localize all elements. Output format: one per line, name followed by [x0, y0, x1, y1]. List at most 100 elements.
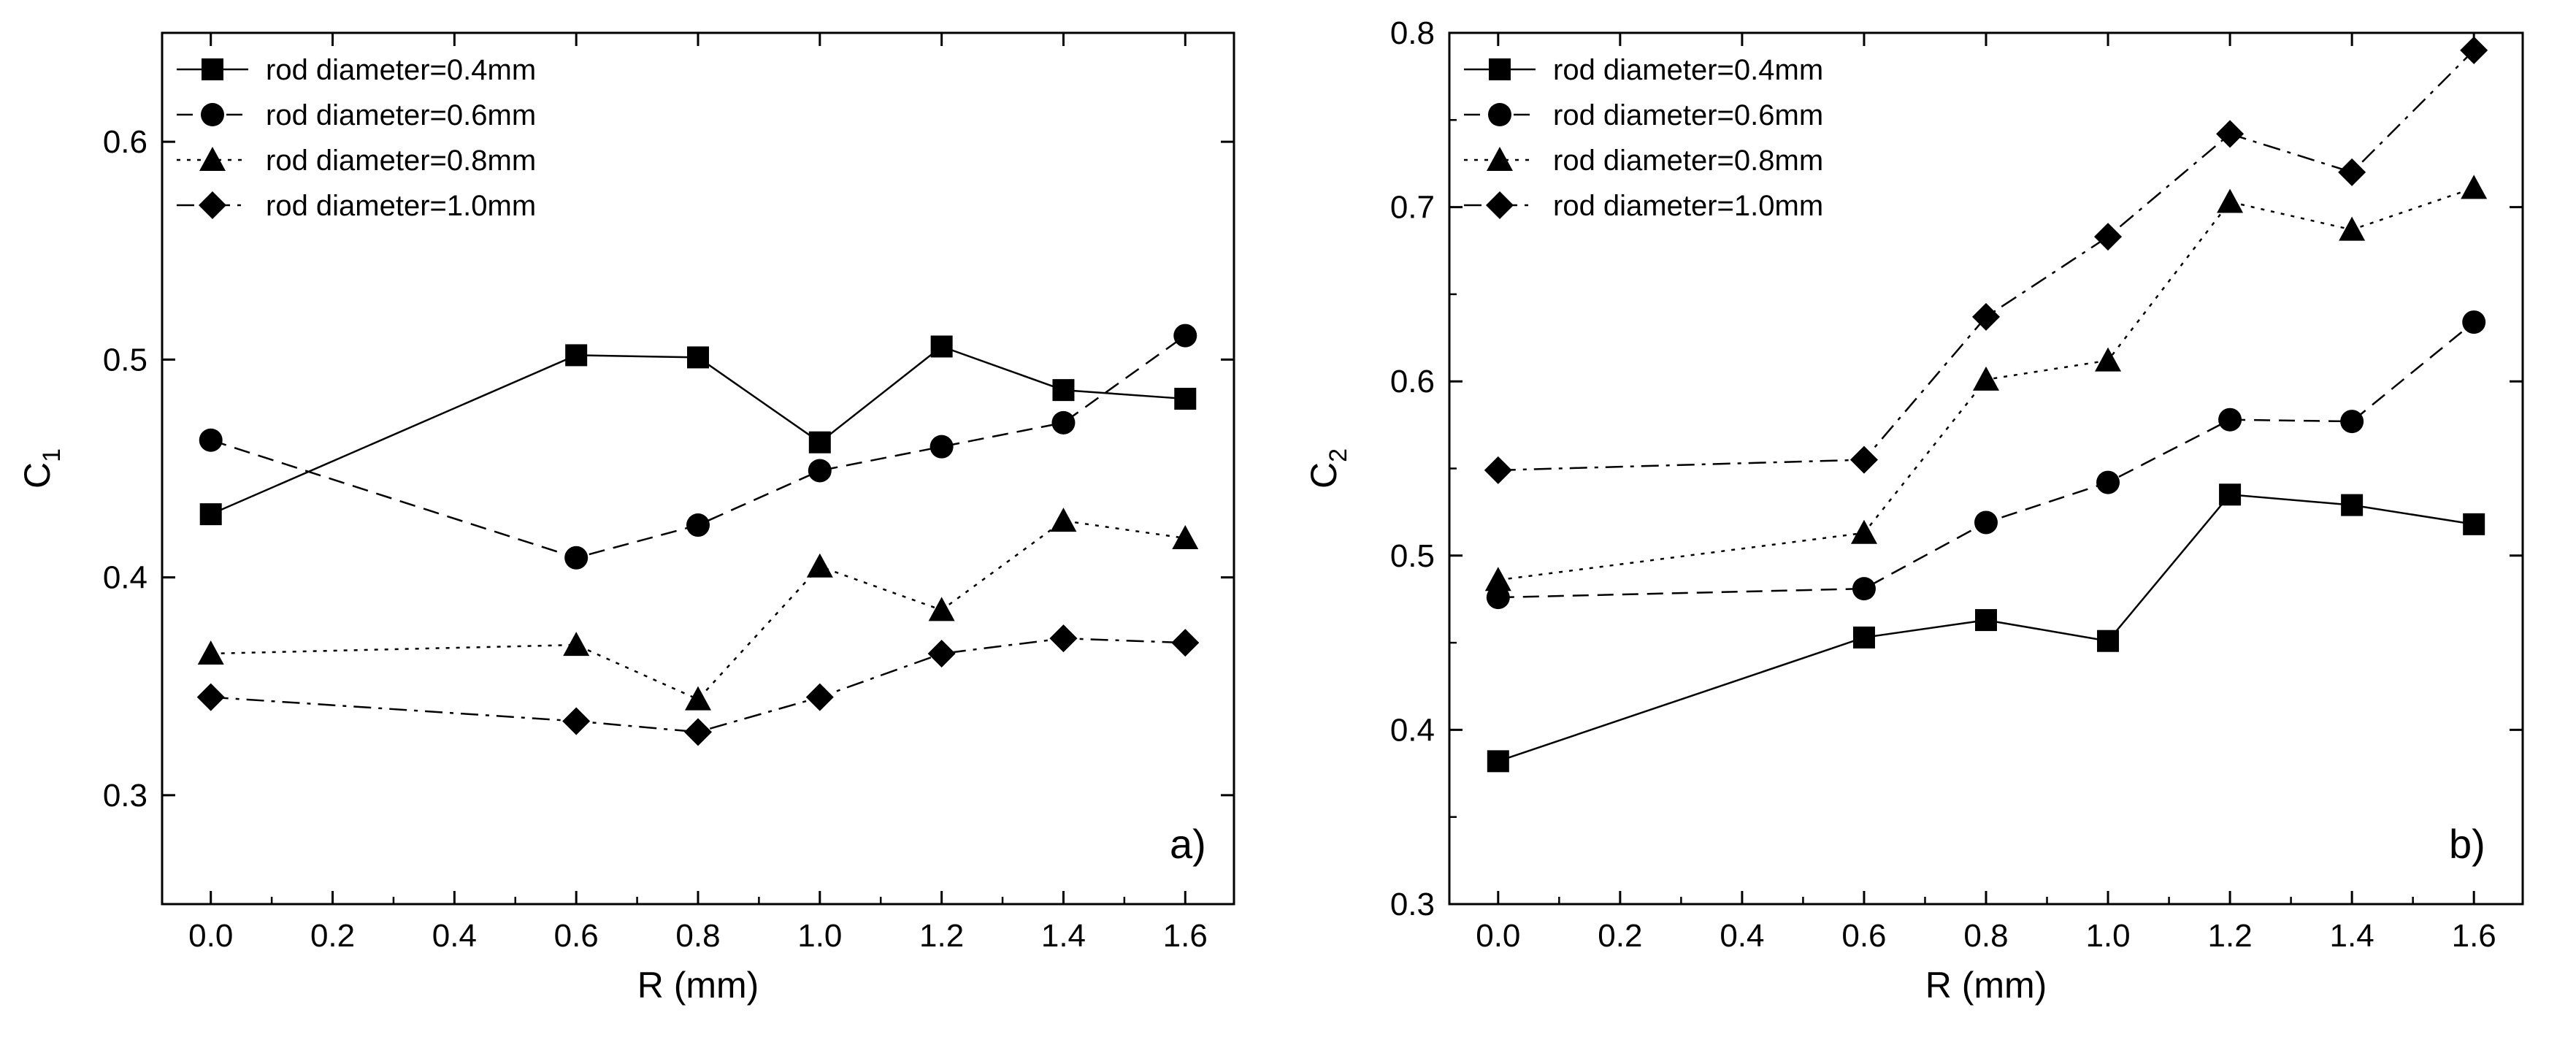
- chart-panel-a: 0.0 0.2 0.4 0.6 0.8 1.0 1.2 1.4 1.6 0.3 0.4 0.5 0.6 R…: [17, 31, 1235, 1006]
- data-point-circle: [199, 428, 223, 452]
- x-tick-label: 0.8: [675, 918, 720, 954]
- data-point-triangle: [2095, 347, 2122, 372]
- x-tick-label: 1.6: [2452, 918, 2496, 954]
- data-point-square: [1052, 379, 1075, 402]
- data-point-diamond: [1049, 624, 1078, 653]
- data-point-diamond: [1484, 456, 1512, 484]
- data-point-square: [1487, 750, 1509, 773]
- legend-label: rod diameter=0.4mm: [266, 54, 536, 86]
- data-point-diamond: [2338, 158, 2366, 186]
- data-point-square: [2463, 513, 2485, 535]
- data-point-diamond: [927, 640, 956, 668]
- legend-label: rod diameter=1.0mm: [1553, 190, 1823, 222]
- series-line: [210, 519, 1186, 701]
- data-point-circle: [2218, 408, 2242, 432]
- legend-marker-square: [202, 58, 223, 80]
- x-tick-label: 0.0: [1476, 918, 1520, 954]
- series-square: [1487, 483, 2485, 773]
- series-diamond: [196, 624, 1200, 746]
- data-point-circle: [1051, 410, 1076, 435]
- data-point-diamond: [2460, 36, 2488, 64]
- x-tick-label: 0.8: [1963, 918, 2008, 954]
- data-point-circle: [808, 459, 832, 483]
- data-point-diamond: [1171, 629, 1200, 657]
- x-tick-label: 0.2: [1598, 918, 1642, 954]
- series-line: [210, 345, 1186, 516]
- x-tick-label: 0.0: [188, 918, 233, 954]
- data-point-diamond: [2094, 223, 2123, 251]
- y-tick-label: 0.6: [1390, 364, 1435, 399]
- data-point-square: [808, 431, 831, 454]
- panel-label: a): [1170, 821, 1206, 867]
- y-axis-title-subscript: 2: [1325, 448, 1352, 462]
- data-point-triangle: [197, 640, 224, 665]
- data-point-square: [2097, 630, 2120, 652]
- x-tick-label: 0.2: [310, 918, 355, 954]
- y-tick-label: 0.7: [1390, 190, 1435, 226]
- y-tick-label: 0.8: [1390, 15, 1435, 51]
- x-axis-title: R (mm): [1925, 965, 2047, 1006]
- x-tick-label: 1.4: [1041, 918, 1086, 954]
- y-axis-title: C2: [1303, 448, 1352, 489]
- legend-label: rod diameter=0.6mm: [1553, 99, 1823, 131]
- x-tick-label: 0.6: [1841, 918, 1886, 954]
- legend-label: rod diameter=0.6mm: [266, 99, 536, 131]
- data-point-circle: [564, 546, 589, 570]
- legend-marker-triangle: [199, 147, 226, 171]
- x-tick-label: 0.4: [432, 918, 477, 954]
- data-point-square: [1975, 609, 1997, 632]
- x-axis-title: R (mm): [637, 965, 759, 1006]
- data-point-circle: [1974, 510, 1998, 535]
- legend-label: rod diameter=0.4mm: [1553, 54, 1823, 86]
- y-tick-label: 0.4: [1390, 712, 1435, 748]
- legend-marker-diamond: [199, 191, 226, 219]
- data-point-triangle: [1172, 524, 1199, 549]
- data-point-circle: [2096, 470, 2120, 494]
- data-point-circle: [686, 513, 710, 537]
- legend-label: rod diameter=1.0mm: [266, 190, 536, 222]
- data-point-circle: [2462, 310, 2486, 334]
- x-tick-label: 1.2: [919, 918, 964, 954]
- data-point-diamond: [196, 683, 225, 711]
- legend-marker-diamond: [1486, 191, 1514, 219]
- x-tick-label: 0.6: [554, 918, 599, 954]
- series-line: [210, 637, 1186, 733]
- y-tick-label: 0.3: [1390, 887, 1435, 922]
- data-point-triangle: [1050, 508, 1077, 532]
- data-point-diamond: [1972, 302, 2000, 331]
- data-point-triangle: [1973, 366, 1999, 391]
- y-tick-label: 0.6: [103, 124, 147, 160]
- y-tick-label: 0.5: [103, 342, 147, 378]
- series-diamond: [1484, 36, 2488, 484]
- y-axis-title: C1: [17, 448, 66, 489]
- data-point-square: [687, 346, 709, 369]
- legend-marker-square: [1489, 58, 1511, 80]
- y-axis-title-subscript: 1: [38, 448, 66, 462]
- legend: rod diameter=0.4mm rod diameter=0.6mm rod …: [177, 54, 536, 222]
- legend-label: rod diameter=0.8mm: [266, 145, 536, 177]
- legend-marker-circle: [1488, 103, 1511, 126]
- data-point-triangle: [2339, 216, 2366, 241]
- legend-label: rod diameter=0.8mm: [1553, 145, 1823, 177]
- data-point-triangle: [2461, 175, 2488, 199]
- data-point-square: [199, 503, 222, 526]
- series-triangle: [1484, 175, 2488, 592]
- legend-marker-circle: [201, 103, 224, 126]
- data-point-triangle: [2217, 188, 2244, 213]
- y-tick-label: 0.3: [103, 778, 147, 814]
- series-circle: [1486, 310, 2486, 610]
- data-point-circle: [2340, 410, 2364, 434]
- y-tick-label: 0.5: [1390, 538, 1435, 574]
- x-tick-label: 0.4: [1720, 918, 1764, 954]
- data-point-circle: [1173, 324, 1197, 348]
- x-tick-label: 1.0: [2085, 918, 2130, 954]
- x-tick-label: 1.6: [1163, 918, 1208, 954]
- x-tick-label: 1.0: [797, 918, 842, 954]
- x-tick-label: 1.2: [2208, 918, 2253, 954]
- data-point-triangle: [1850, 519, 1877, 544]
- data-point-square: [2341, 494, 2364, 516]
- data-point-triangle: [685, 686, 711, 711]
- y-axis-title-main: C: [1303, 462, 1344, 489]
- chart-panel-b: 0.0 0.2 0.4 0.6 0.8 1.0 1.2 1.4 1.6 0.3 0.4 0.5 0.6 0…: [1303, 15, 2524, 1006]
